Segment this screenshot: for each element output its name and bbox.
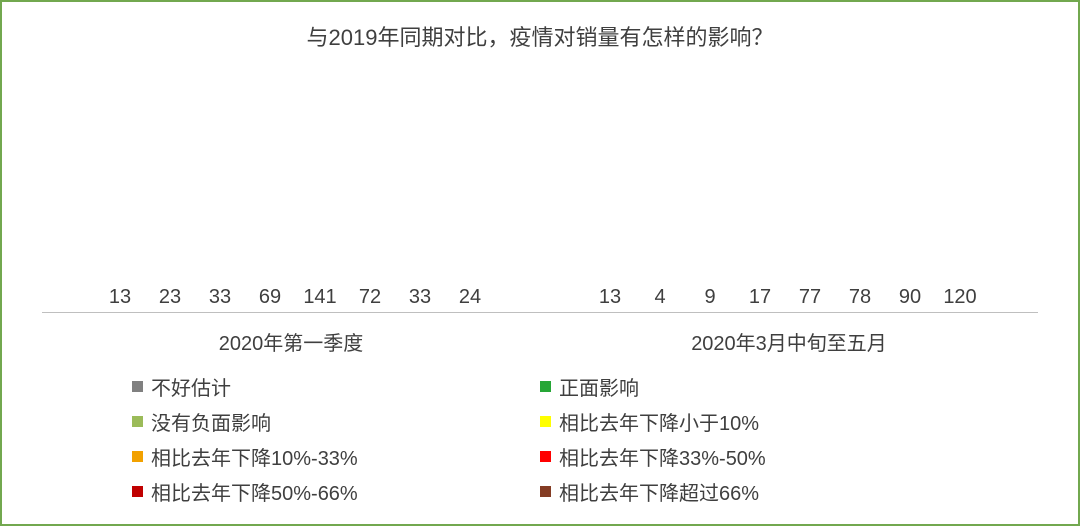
bar-value-label: 90 bbox=[899, 286, 921, 309]
bar-value-label: 33 bbox=[409, 286, 431, 309]
legend-swatch bbox=[132, 381, 143, 392]
bar-value-label: 77 bbox=[799, 286, 821, 309]
legend-label: 相比去年下降小于10% bbox=[559, 407, 759, 436]
bar-value-label: 72 bbox=[359, 286, 381, 309]
legend-item: 相比去年下降50%-66% bbox=[132, 477, 540, 506]
legend-swatch bbox=[132, 451, 143, 462]
legend-item: 相比去年下降小于10% bbox=[540, 407, 948, 436]
bar-wrap: 17 bbox=[735, 286, 785, 312]
chart-frame: 与2019年同期对比，疫情对销量有怎样的影响？ 13 23 33 69 141 72 33 2… bbox=[0, 0, 1080, 526]
legend-label: 相比去年下降超过66% bbox=[559, 477, 759, 506]
legend-swatch bbox=[540, 416, 551, 427]
x-axis-label: 2020年第一季度 bbox=[42, 327, 540, 356]
legend-label: 相比去年下降10%-33% bbox=[151, 442, 358, 471]
legend-label: 不好估计 bbox=[151, 372, 231, 401]
x-axis-label: 2020年3月中旬至五月 bbox=[540, 327, 1038, 356]
bar-wrap: 23 bbox=[145, 286, 195, 312]
legend-swatch bbox=[540, 486, 551, 497]
bar-wrap: 33 bbox=[395, 286, 445, 312]
legend-label: 相比去年下降33%-50% bbox=[559, 442, 766, 471]
bar-wrap: 90 bbox=[885, 286, 935, 312]
bar-wrap: 77 bbox=[785, 286, 835, 312]
bar-value-label: 78 bbox=[849, 286, 871, 309]
bar-wrap: 78 bbox=[835, 286, 885, 312]
chart-title: 与2019年同期对比，疫情对销量有怎样的影响？ bbox=[42, 20, 1038, 52]
bar-value-label: 13 bbox=[599, 286, 621, 309]
bar-value-label: 13 bbox=[109, 286, 131, 309]
bar-value-label: 33 bbox=[209, 286, 231, 309]
bar-wrap: 24 bbox=[445, 286, 495, 312]
legend-swatch bbox=[132, 416, 143, 427]
bar-wrap: 69 bbox=[245, 286, 295, 312]
bar-wrap: 13 bbox=[585, 286, 635, 312]
legend-swatch bbox=[540, 451, 551, 462]
legend-item: 正面影响 bbox=[540, 372, 948, 401]
bar-value-label: 141 bbox=[303, 286, 336, 309]
legend-item: 相比去年下降33%-50% bbox=[540, 442, 948, 471]
x-axis-labels: 2020年第一季度2020年3月中旬至五月 bbox=[42, 327, 1038, 356]
legend-label: 正面影响 bbox=[559, 372, 639, 401]
bar-wrap: 120 bbox=[935, 286, 985, 312]
bar-group: 13 4 9 17 77 78 90 120 bbox=[558, 286, 1012, 312]
bar-wrap: 13 bbox=[95, 286, 145, 312]
bar-wrap: 4 bbox=[635, 286, 685, 312]
legend-item: 相比去年下降超过66% bbox=[540, 477, 948, 506]
bar-wrap: 141 bbox=[295, 286, 345, 312]
bar-value-label: 120 bbox=[943, 286, 976, 309]
bar-wrap: 72 bbox=[345, 286, 395, 312]
legend-label: 没有负面影响 bbox=[151, 407, 271, 436]
legend-item: 不好估计 bbox=[132, 372, 540, 401]
bar-group: 13 23 33 69 141 72 33 24 bbox=[68, 286, 522, 312]
bar-value-label: 17 bbox=[749, 286, 771, 309]
bar-value-label: 23 bbox=[159, 286, 181, 309]
bar-value-label: 24 bbox=[459, 286, 481, 309]
legend-item: 没有负面影响 bbox=[132, 407, 540, 436]
legend-item: 相比去年下降10%-33% bbox=[132, 442, 540, 471]
plot-area: 13 23 33 69 141 72 33 24 13 4 9 17 77 78 90 120 2020年第一… bbox=[42, 58, 1038, 506]
bar-value-label: 4 bbox=[654, 286, 665, 309]
legend-label: 相比去年下降50%-66% bbox=[151, 477, 358, 506]
legend: 不好估计 正面影响没有负面影响 相比去年下降小于10% 相比去年下降10%-33% 相比… bbox=[42, 372, 1038, 506]
bar-wrap: 9 bbox=[685, 286, 735, 312]
legend-swatch bbox=[132, 486, 143, 497]
bar-value-label: 69 bbox=[259, 286, 281, 309]
bar-value-label: 9 bbox=[704, 286, 715, 309]
legend-swatch bbox=[540, 381, 551, 392]
bar-wrap: 33 bbox=[195, 286, 245, 312]
bars-row: 13 23 33 69 141 72 33 24 13 4 9 17 77 78 90 120 bbox=[42, 58, 1038, 313]
